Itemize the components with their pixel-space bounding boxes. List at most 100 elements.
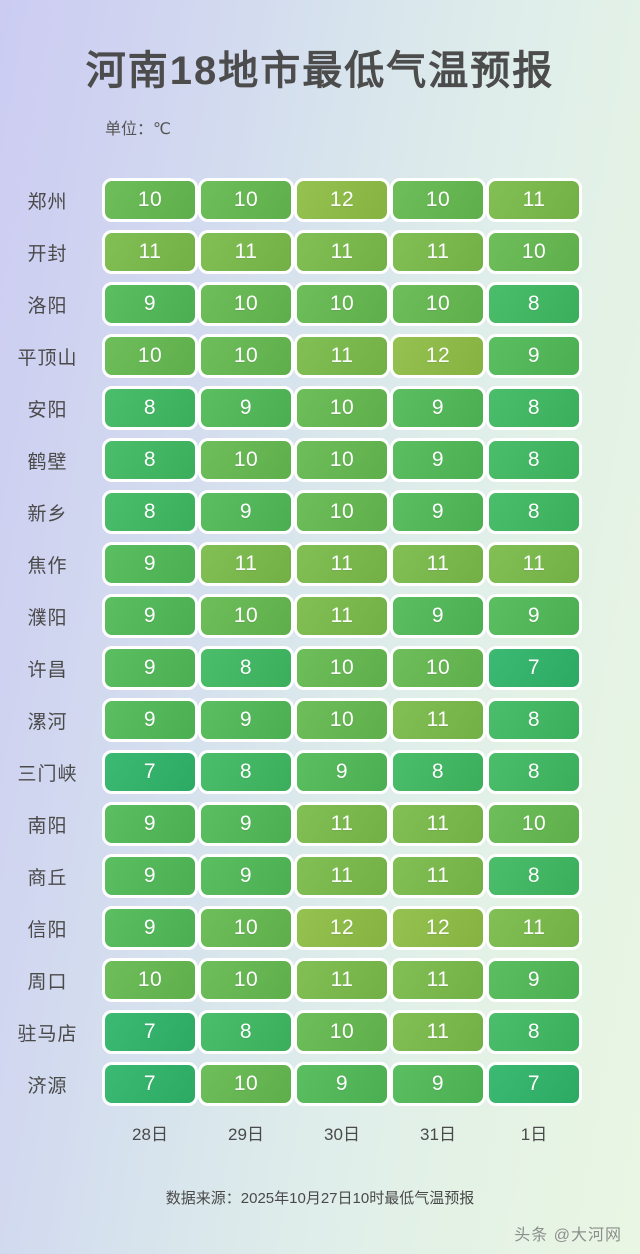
temperature-cell: 10 <box>390 178 486 222</box>
temperature-cells: 10 10 12 10 11 <box>102 178 582 222</box>
temperature-cell: 10 <box>198 178 294 222</box>
table-row: 开封 11 11 11 11 10 <box>0 230 640 282</box>
temperature-cell: 11 <box>294 542 390 586</box>
temperature-cells: 11 11 11 11 10 <box>102 230 582 274</box>
temperature-cells: 10 10 11 12 9 <box>102 334 582 378</box>
temperature-cell: 10 <box>294 438 390 482</box>
temperature-cell: 9 <box>486 958 582 1002</box>
temperature-cells: 8 9 10 9 8 <box>102 490 582 534</box>
temperature-cell: 12 <box>294 178 390 222</box>
city-label: 南阳 <box>27 815 68 837</box>
table-row: 周口 10 10 11 11 9 <box>0 958 640 1010</box>
temperature-cell: 9 <box>390 386 486 430</box>
unit-label: 单位：℃ <box>105 121 171 138</box>
temperature-cell: 9 <box>390 438 486 482</box>
temperature-cell: 9 <box>294 1062 390 1106</box>
temperature-cell: 9 <box>390 1062 486 1106</box>
temperature-cell: 8 <box>486 490 582 534</box>
temperature-cell: 7 <box>102 1010 198 1054</box>
temperature-cell: 10 <box>294 386 390 430</box>
date-label: 29日 <box>228 1125 264 1144</box>
table-row: 济源 7 10 9 9 7 <box>0 1062 640 1114</box>
temperature-cell: 8 <box>102 490 198 534</box>
temperature-cell: 10 <box>486 802 582 846</box>
temperature-cell: 8 <box>486 386 582 430</box>
table-row: 许昌 9 8 10 10 7 <box>0 646 640 698</box>
watermark: 头条 @大河网 <box>514 1227 622 1244</box>
temperature-cell: 7 <box>102 1062 198 1106</box>
temperature-cell: 8 <box>486 438 582 482</box>
temperature-cell: 11 <box>198 542 294 586</box>
temperature-cell: 11 <box>390 958 486 1002</box>
table-row: 新乡 8 9 10 9 8 <box>0 490 640 542</box>
date-label: 30日 <box>324 1125 360 1144</box>
temperature-cell: 11 <box>390 542 486 586</box>
temperature-cell: 10 <box>198 438 294 482</box>
temperature-cells: 8 9 10 9 8 <box>102 386 582 430</box>
table-row: 鹤壁 8 10 10 9 8 <box>0 438 640 490</box>
city-label: 三门峡 <box>17 763 78 785</box>
temperature-cell: 9 <box>102 542 198 586</box>
temperature-cells: 7 8 10 11 8 <box>102 1010 582 1054</box>
temperature-cell: 10 <box>102 958 198 1002</box>
table-row: 三门峡 7 8 9 8 8 <box>0 750 640 802</box>
table-row: 濮阳 9 10 11 9 9 <box>0 594 640 646</box>
temperature-cell: 12 <box>390 334 486 378</box>
date-label: 1日 <box>520 1125 548 1144</box>
temperature-cells: 8 10 10 9 8 <box>102 438 582 482</box>
temperature-cell: 9 <box>486 594 582 638</box>
page-title: 河南18地市最低气温预报 <box>85 49 555 93</box>
temperature-cell: 9 <box>198 802 294 846</box>
temperature-cell: 8 <box>486 1010 582 1054</box>
temperature-cell: 10 <box>102 178 198 222</box>
temperature-cell: 11 <box>486 906 582 950</box>
temperature-cell: 9 <box>102 594 198 638</box>
temperature-cells: 9 10 11 9 9 <box>102 594 582 638</box>
temperature-cells: 7 10 9 9 7 <box>102 1062 582 1106</box>
temperature-cell: 9 <box>198 698 294 742</box>
table-row: 平顶山 10 10 11 12 9 <box>0 334 640 386</box>
table-row: 安阳 8 9 10 9 8 <box>0 386 640 438</box>
temperature-cell: 11 <box>390 802 486 846</box>
table-row: 南阳 9 9 11 11 10 <box>0 802 640 854</box>
city-label: 周口 <box>27 971 68 993</box>
temperature-cell: 8 <box>102 438 198 482</box>
temperature-cell: 12 <box>294 906 390 950</box>
city-label: 焦作 <box>27 555 68 577</box>
date-label: 28日 <box>132 1125 168 1144</box>
temperature-cell: 11 <box>294 230 390 274</box>
temperature-cell: 11 <box>102 230 198 274</box>
temperature-cell: 9 <box>102 906 198 950</box>
temperature-cell: 11 <box>294 802 390 846</box>
temperature-cell: 10 <box>198 906 294 950</box>
temperature-cell: 9 <box>102 646 198 690</box>
temperature-cells: 9 10 12 12 11 <box>102 906 582 950</box>
temperature-cell: 10 <box>198 334 294 378</box>
temperature-cell: 9 <box>102 698 198 742</box>
table-row: 郑州 10 10 12 10 11 <box>0 178 640 230</box>
temperature-cells: 9 10 10 10 8 <box>102 282 582 326</box>
temperature-cell: 10 <box>198 1062 294 1106</box>
temperature-cell: 8 <box>198 646 294 690</box>
temperature-cell: 10 <box>198 282 294 326</box>
temperature-cell: 9 <box>486 334 582 378</box>
temperature-cell: 10 <box>390 646 486 690</box>
temperature-cell: 11 <box>198 230 294 274</box>
table-row: 商丘 9 9 11 11 8 <box>0 854 640 906</box>
temperature-cell: 8 <box>198 750 294 794</box>
table-row: 洛阳 9 10 10 10 8 <box>0 282 640 334</box>
temperature-cell: 10 <box>102 334 198 378</box>
temperature-cells: 9 9 11 11 8 <box>102 854 582 898</box>
city-label: 驻马店 <box>17 1023 78 1045</box>
temperature-cell: 11 <box>294 334 390 378</box>
temperature-cell: 11 <box>390 854 486 898</box>
temperature-cell: 10 <box>294 1010 390 1054</box>
temperature-cell: 8 <box>486 854 582 898</box>
temperature-cell: 8 <box>390 750 486 794</box>
temperature-cell: 11 <box>294 854 390 898</box>
temperature-cell: 8 <box>486 282 582 326</box>
temperature-cell: 11 <box>486 542 582 586</box>
temperature-cell: 10 <box>486 230 582 274</box>
city-label: 新乡 <box>27 503 68 525</box>
city-label: 开封 <box>27 243 68 265</box>
